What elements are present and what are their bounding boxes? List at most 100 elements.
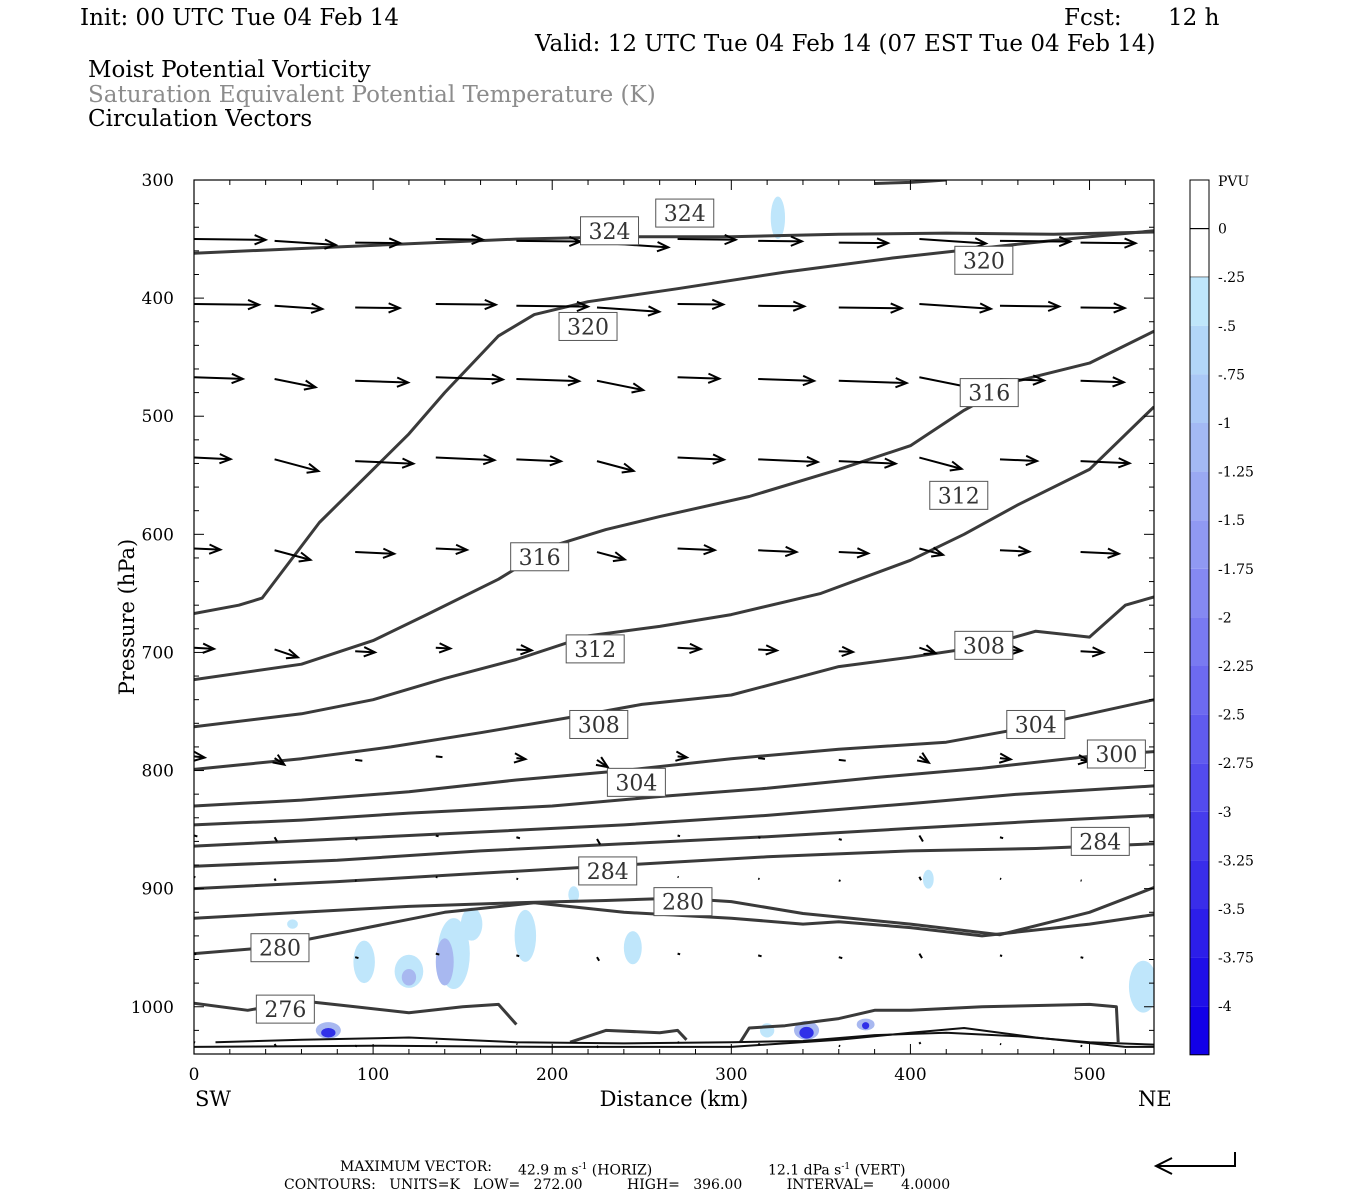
forecast-hour: 12 h (1168, 5, 1220, 31)
circulation-vector (596, 1045, 600, 1049)
circulation-vector (516, 455, 564, 467)
theta-es-contour (194, 813, 1154, 868)
circulation-vector (758, 757, 766, 760)
circulation-vector (919, 644, 938, 656)
theta-es-contour (194, 784, 1154, 848)
circulation-vector (1080, 302, 1128, 314)
contour-label: 308 (569, 709, 629, 739)
x-tick-label: 300 (715, 1065, 747, 1085)
y-tick-label: 900 (142, 880, 174, 900)
theta-es-contour (194, 229, 1154, 615)
theta-es-contour (194, 842, 1154, 891)
colorbar-swatch (1189, 179, 1210, 230)
mpv-shading (799, 1026, 814, 1039)
circulation-vector (758, 300, 807, 312)
circulation-vector (758, 455, 821, 468)
colorbar-label: -3.25 (1218, 853, 1254, 869)
circulation-vector (516, 954, 520, 958)
circulation-vector (999, 545, 1032, 557)
circulation-vector (596, 379, 646, 394)
contour-label: 284 (1070, 826, 1130, 856)
circulation-vector (675, 750, 690, 762)
y-tick-label: 300 (142, 171, 174, 191)
contour-label-text: 324 (664, 202, 706, 227)
colorbar-swatch (1190, 617, 1209, 666)
contour-label-text: 308 (578, 713, 620, 738)
circulation-vector (273, 836, 279, 843)
contour-label-text: 304 (1015, 713, 1057, 738)
circulation-vector (838, 302, 905, 314)
contour-label: 280 (250, 933, 310, 963)
circulation-vector (435, 755, 443, 759)
circulation-vector (354, 956, 359, 960)
circulation-vector (194, 543, 223, 555)
circulation-vector (1080, 376, 1127, 388)
theta-es-contour (194, 1027, 1154, 1048)
colorbar-label: -.5 (1218, 319, 1236, 335)
theta-es-contour (194, 230, 1154, 255)
colorbar-swatch (1190, 811, 1209, 861)
contour-label: 316 (510, 542, 570, 572)
circulation-vector (513, 752, 528, 764)
y-tick-label: 400 (142, 289, 174, 309)
circulation-vector (274, 648, 301, 660)
valid-time: Valid: 12 UTC Tue 04 Feb 14 (07 EST Tue … (535, 31, 1156, 57)
circulation-vector (516, 375, 582, 387)
x-tick-label: 100 (357, 1065, 389, 1085)
circulation-vector (838, 237, 891, 249)
circulation-vector (354, 1044, 358, 1048)
colorbar-label: -1.5 (1218, 513, 1245, 529)
theta-es-contour (739, 1002, 1120, 1043)
colorbar-label: -3.75 (1218, 951, 1254, 967)
colorbar-swatch (1189, 228, 1210, 278)
y-tick-label: 700 (142, 643, 174, 663)
colorbar-swatch (1190, 1006, 1209, 1055)
circulation-vector (596, 838, 602, 846)
circulation-vector (677, 952, 681, 956)
colorbar-label: -.25 (1218, 270, 1245, 286)
circulation-vector (838, 956, 843, 960)
contour-label: 320 (954, 245, 1014, 275)
colorbar-swatch (1190, 666, 1209, 715)
contour-label: 300 (1086, 739, 1146, 769)
theta-es-contour (569, 1028, 688, 1044)
circulation-vector (1080, 956, 1084, 959)
init-time: Init: 00 UTC Tue 04 Feb 14 (80, 5, 400, 31)
forecast-label: Fcst: (1064, 5, 1122, 31)
circulation-vector (999, 300, 1062, 312)
circulation-vector (838, 547, 871, 559)
circulation-vector (677, 642, 704, 654)
colorbar-label: -1 (1218, 416, 1232, 432)
circulation-vector (516, 877, 519, 881)
contour-label: 308 (954, 630, 1014, 660)
colorbar-label: -2.25 (1218, 659, 1254, 675)
colorbar-swatch (1190, 277, 1209, 326)
circulation-vector (677, 834, 681, 838)
circulation-vector (999, 235, 1073, 248)
max-vector-label: MAXIMUM VECTOR: (340, 1159, 492, 1175)
circulation-vector (355, 237, 403, 249)
colorbar-label: -3.5 (1218, 902, 1245, 918)
plot-frame (193, 179, 1155, 1055)
circulation-vector (1080, 237, 1139, 249)
contour-label-text: 280 (662, 891, 704, 916)
colorbar-swatch (1190, 568, 1209, 618)
contour-label: 320 (558, 311, 618, 341)
circulation-vector (916, 752, 931, 765)
circulation-vector (677, 544, 718, 556)
colorbar-frame (1189, 179, 1210, 1056)
colorbar-label: -2.75 (1218, 756, 1254, 772)
ne-end-label: NE (1138, 1087, 1172, 1111)
colorbar-swatch (1190, 423, 1209, 472)
theta-es-contour (194, 999, 518, 1026)
contour-label-text: 300 (1095, 743, 1137, 768)
circulation-vector (596, 956, 601, 962)
contour-label: 316 (959, 378, 1019, 408)
circulation-vector (758, 644, 780, 656)
circulation-vector (435, 952, 440, 956)
mpv-shading (623, 931, 642, 965)
circulation-vector (838, 377, 910, 389)
colorbar-label: -3 (1218, 805, 1232, 821)
colorbar-swatch (1190, 374, 1209, 423)
x-tick-label: 400 (894, 1065, 926, 1085)
